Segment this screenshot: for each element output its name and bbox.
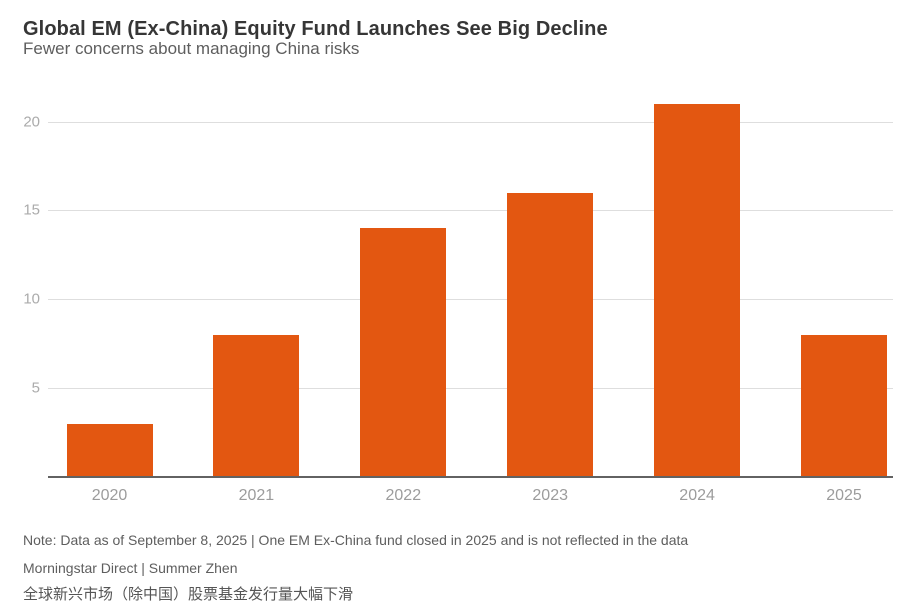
gridline-15 xyxy=(48,210,893,212)
bar-2022 xyxy=(360,228,447,477)
x-tick-label-2024: 2024 xyxy=(679,487,715,504)
x-tick-label-2020: 2020 xyxy=(91,487,128,504)
x-tick-label-2022: 2022 xyxy=(385,487,422,504)
y-tick-label-5: 5 xyxy=(31,379,40,397)
y-tick-label-20: 20 xyxy=(23,113,40,131)
chart-title: Global EM (Ex-China) Equity Fund Launche… xyxy=(23,18,608,41)
x-tick-label-2021: 2021 xyxy=(238,487,275,504)
bar-2020 xyxy=(66,423,153,477)
chart-chinese-title: 全球新兴市场（除中国）股票基金发行量大幅下滑 xyxy=(23,586,354,603)
chart-note: Note: Data as of September 8, 2025 | One… xyxy=(23,532,689,548)
bar-2025 xyxy=(801,334,887,477)
gridline-10 xyxy=(48,299,893,301)
x-tick-label-2025: 2025 xyxy=(826,487,862,504)
x-axis-line xyxy=(48,476,893,478)
bar-2024 xyxy=(654,103,741,477)
bar-2021 xyxy=(213,334,300,477)
y-tick-label-15: 15 xyxy=(23,201,40,219)
gridline-5 xyxy=(48,388,893,390)
chart-source: Morningstar Direct | Summer Zhen xyxy=(23,560,238,576)
x-tick-label-2023: 2023 xyxy=(532,487,568,504)
gridline-20 xyxy=(48,121,893,123)
y-tick-label-10: 10 xyxy=(23,290,40,308)
bar-2023 xyxy=(507,192,594,477)
chart-subtitle: Fewer concerns about managing China risk… xyxy=(23,39,360,58)
plot-area: 5 10 15 20 2020 2021 2022 2023 2024 2025 xyxy=(23,95,893,504)
